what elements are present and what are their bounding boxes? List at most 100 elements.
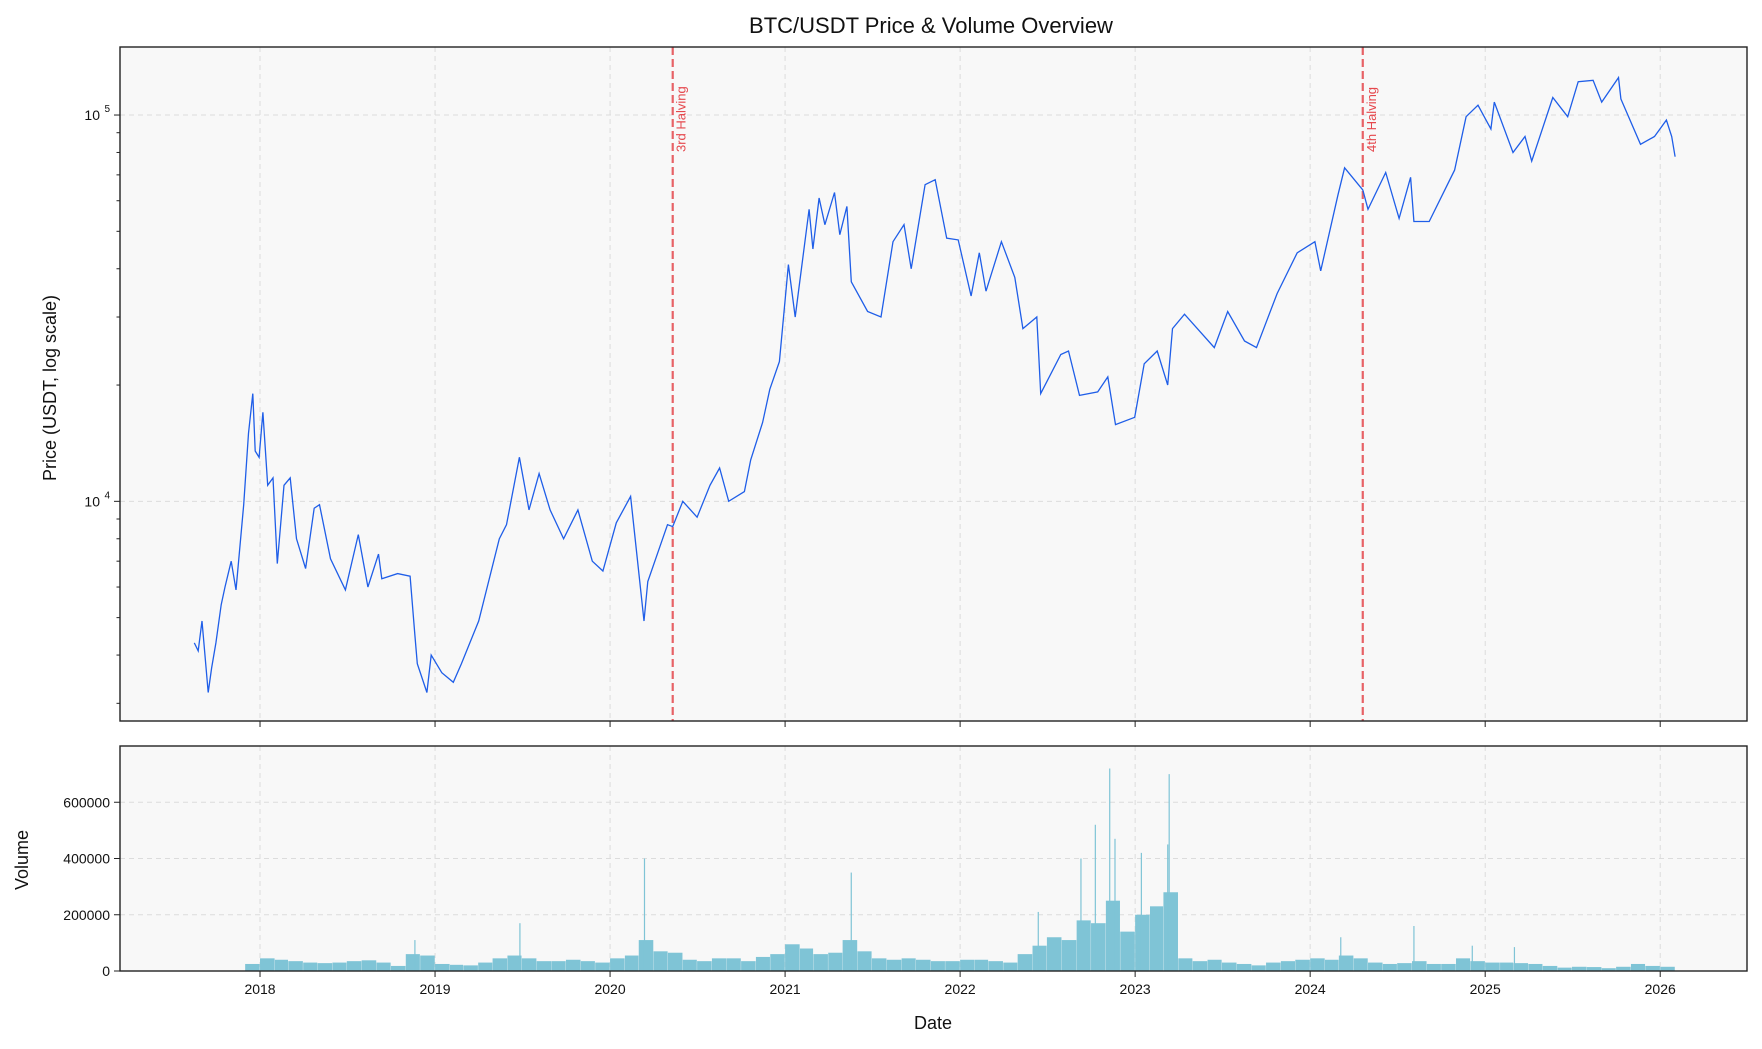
volume-bar — [435, 963, 450, 971]
volume-bar — [361, 960, 377, 971]
volume-ticks: 2018 2019 2020 2021 2022 2023 2024 2025 2026 0 200… — [63, 794, 1676, 997]
volume-y-tick-label: 0 — [102, 963, 110, 979]
volume-bar — [1266, 962, 1281, 971]
volume-bar — [813, 954, 828, 971]
volume-bar — [1280, 961, 1295, 971]
volume-spike-bar — [850, 872, 852, 971]
x-axis-label: Date — [914, 1013, 952, 1033]
volume-bar — [1586, 967, 1602, 971]
volume-bar — [871, 958, 887, 971]
volume-spike-bar — [414, 940, 416, 971]
volume-bar — [886, 959, 902, 971]
volume-bar — [288, 961, 303, 971]
volume-bar — [653, 951, 668, 971]
volume-bar — [857, 951, 872, 971]
volume-bar — [1017, 954, 1033, 971]
volume-bar — [1528, 963, 1543, 971]
volume-spike-bar — [1513, 947, 1516, 971]
volume-axes-frame — [119, 745, 1748, 972]
volume-bar — [711, 958, 727, 971]
volume-spike-bar — [1037, 911, 1039, 971]
volume-bar — [1412, 961, 1427, 971]
volume-bar — [1295, 959, 1310, 971]
volume-bar — [988, 961, 1003, 971]
volume-bar — [492, 958, 508, 971]
price-line — [193, 75, 1676, 693]
volume-spike-bar — [1471, 945, 1473, 971]
price-y-label: Price (USDT, log scale) — [40, 295, 60, 481]
volume-bar — [317, 963, 333, 971]
halving-label: 3rd Halving — [674, 86, 689, 152]
volume-bar — [842, 940, 858, 971]
price-y-tick-exponent: 5 — [104, 104, 110, 115]
x-tick-label: 2023 — [1120, 981, 1151, 997]
volume-bar — [915, 959, 931, 971]
volume-bar — [1660, 966, 1675, 971]
halving-lines: 3rd Halving 4th Halving — [671, 47, 1379, 721]
volume-bar — [930, 961, 945, 971]
volume-spike-bar — [1080, 858, 1082, 971]
volume-bar — [1046, 937, 1062, 971]
volume-y-tick-label: 400000 — [63, 851, 110, 867]
volume-bar — [828, 952, 843, 971]
volume-bar — [1207, 959, 1222, 971]
volume-bar — [580, 961, 595, 971]
volume-bar — [1236, 963, 1252, 971]
price-axes — [120, 47, 1747, 721]
volume-bar — [785, 944, 800, 971]
price-y-tick-label: 10 — [84, 107, 100, 123]
volume-bar — [945, 961, 960, 971]
tick-base: 10 — [84, 493, 100, 509]
price-grid — [120, 47, 1747, 721]
x-tick-label: 2021 — [770, 981, 801, 997]
volume-bar — [1645, 965, 1660, 971]
volume-bar — [1630, 963, 1646, 971]
volume-bar — [1397, 963, 1412, 971]
x-tick-label: 2026 — [1645, 981, 1676, 997]
volume-bar — [1076, 920, 1091, 971]
volume-bar — [274, 959, 289, 971]
halving-label: 4th Halving — [1364, 87, 1379, 152]
volume-spike-bar — [1340, 937, 1342, 971]
volume-bar — [1382, 963, 1397, 971]
volume-grid — [120, 746, 1747, 971]
volume-bar — [1338, 955, 1354, 971]
volume-bar — [1616, 966, 1631, 971]
volume-y-label: Volume — [12, 830, 32, 890]
volume-bar — [741, 961, 756, 971]
volume-bar — [332, 962, 347, 971]
x-tick-label: 2019 — [419, 981, 450, 997]
volume-bar — [1470, 961, 1485, 971]
volume-bar — [1513, 963, 1529, 971]
volume-bar — [1485, 962, 1500, 971]
volume-bar — [726, 958, 741, 971]
volume-bar — [1251, 965, 1266, 971]
price-axes-frame — [119, 46, 1748, 722]
volume-spike-bar — [1094, 824, 1096, 971]
price-ticks: 10 4 10 5 — [84, 104, 1661, 727]
volume-bar — [390, 965, 406, 971]
volume-bar — [755, 956, 770, 971]
volume-bar — [420, 955, 435, 971]
volume-bar — [974, 959, 989, 971]
volume-bar — [376, 962, 391, 971]
volume-bar — [449, 964, 464, 971]
volume-bar — [770, 954, 785, 971]
volume-bar — [260, 958, 275, 971]
volume-bar — [1178, 958, 1193, 971]
volume-bar — [1135, 914, 1150, 971]
volume-spike-bar — [1140, 852, 1142, 971]
volume-bar — [624, 955, 639, 971]
volume-bar — [901, 958, 916, 971]
volume-bar — [1557, 967, 1572, 971]
volume-bar — [478, 962, 493, 971]
volume-bar — [346, 961, 362, 971]
volume-bar — [303, 962, 318, 971]
volume-bar — [1542, 965, 1558, 971]
volume-bar — [595, 962, 610, 971]
volume-bar — [697, 961, 712, 971]
chart-title: BTC/USDT Price & Volume Overview — [749, 13, 1113, 38]
volume-y-tick-label: 600000 — [63, 794, 110, 810]
volume-bar — [1324, 959, 1339, 971]
volume-bar — [1221, 962, 1237, 971]
